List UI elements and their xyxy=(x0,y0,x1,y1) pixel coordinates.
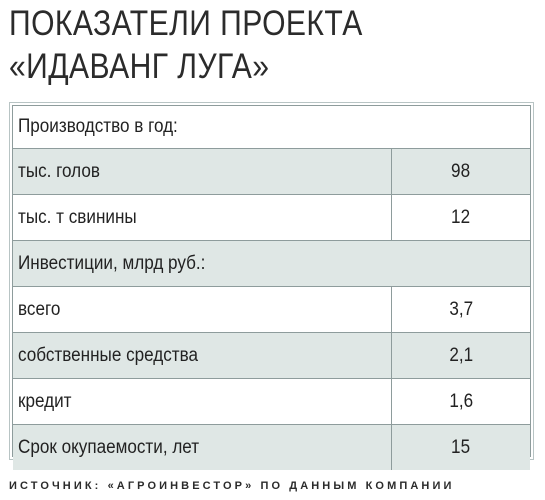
row-label-cell: Срок окупаемости, лет xyxy=(13,424,391,470)
row-value-cell: 2,1 xyxy=(390,332,530,379)
indicators-table: Производство в год: тыс. голов 98 тыс. т… xyxy=(13,106,530,470)
table-row-own-funds: собственные средства 2,1 xyxy=(13,332,530,379)
row-value: 2,1 xyxy=(448,344,473,366)
row-label: Срок окупаемости, лет xyxy=(18,436,200,458)
row-label-cell: кредит xyxy=(13,378,391,425)
row-value: 98 xyxy=(451,160,471,182)
row-value-cell: 3,7 xyxy=(390,286,530,333)
table-row-payback: Срок окупаемости, лет 15 xyxy=(13,424,530,470)
row-value: 3,7 xyxy=(448,298,473,320)
title-line-1: ПОКАЗАТЕЛИ ПРОЕКТА xyxy=(9,4,363,43)
row-value-cell: 12 xyxy=(390,194,530,241)
table-row-total: всего 3,7 xyxy=(13,286,530,333)
table-row-pork: тыс. т свинины 12 xyxy=(13,194,530,241)
page-title: ПОКАЗАТЕЛИ ПРОЕКТА «ИДАВАНГ ЛУГА» xyxy=(9,2,363,88)
row-label: кредит xyxy=(18,390,72,412)
row-value: 1,6 xyxy=(448,390,473,412)
row-label-cell: собственные средства xyxy=(13,332,391,379)
table-row-heads: тыс. голов 98 xyxy=(13,148,530,195)
table-row-production-header: Производство в год: xyxy=(13,106,530,149)
row-label: Инвестиции, млрд руб.: xyxy=(18,252,206,274)
source-note: ИСТОЧНИК: «АГРОИНВЕСТОР» ПО ДАННЫМ КОМПА… xyxy=(9,480,455,492)
table-row-credit: кредит 1,6 xyxy=(13,378,530,425)
row-value: 12 xyxy=(451,206,471,228)
row-value-cell: 15 xyxy=(390,424,530,470)
row-label-cell: тыс. т свинины xyxy=(13,194,391,241)
row-label: тыс. голов xyxy=(18,160,100,182)
project-indicators-table: Производство в год: тыс. голов 98 тыс. т… xyxy=(9,102,534,470)
row-label: Производство в год: xyxy=(18,116,178,137)
section-header-investments: Инвестиции, млрд руб.: xyxy=(13,240,530,287)
row-label-cell: тыс. голов xyxy=(13,148,391,195)
row-label: тыс. т свинины xyxy=(18,206,137,228)
table-row-investments-header: Инвестиции, млрд руб.: xyxy=(13,240,530,287)
row-value-cell: 98 xyxy=(390,148,530,195)
row-value-cell: 1,6 xyxy=(390,378,530,425)
row-label-cell: всего xyxy=(13,286,391,333)
section-header-production: Производство в год: xyxy=(13,106,530,149)
title-line-2: «ИДАВАНГ ЛУГА» xyxy=(9,47,270,86)
row-label: всего xyxy=(18,298,61,320)
row-label: собственные средства xyxy=(18,344,199,366)
row-value: 15 xyxy=(451,436,471,458)
